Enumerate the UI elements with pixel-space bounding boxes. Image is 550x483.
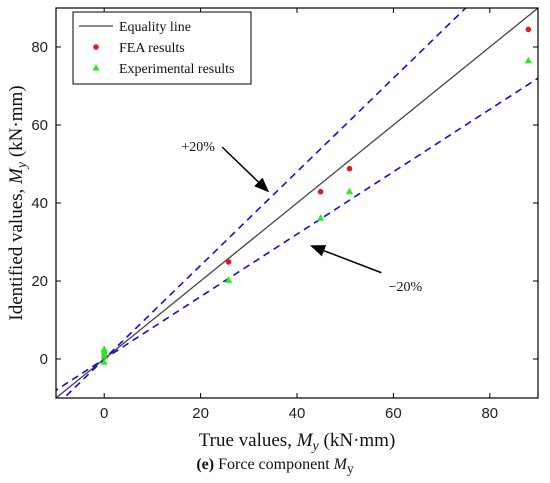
x-tick-label: 80 (481, 405, 498, 422)
legend-triangle-swatch (92, 64, 100, 71)
x-tick-label: 20 (192, 405, 209, 422)
data-points (100, 26, 532, 365)
annotations: +20% −20% (181, 140, 422, 295)
equality-line (56, 8, 538, 398)
caption-var: M (333, 456, 347, 473)
legend-box (72, 11, 252, 85)
legend-label: Equality line (119, 20, 191, 35)
annotation-arrow (221, 146, 270, 193)
x-tick-label: 0 (100, 405, 108, 422)
x-tick-label: 40 (289, 405, 306, 422)
experimental-point (100, 345, 108, 352)
y-tick-label: 20 (31, 273, 48, 290)
fea-point (525, 26, 532, 33)
annotation-label: +20% (181, 140, 215, 155)
bound-line-plus20 (62, 8, 467, 398)
experimental-point (524, 56, 532, 64)
legend-circle-swatch (93, 44, 99, 50)
annotation-arrow (310, 245, 382, 274)
fea-point (317, 188, 324, 195)
experimental-point (224, 276, 233, 283)
caption-letter: (e) (196, 456, 215, 473)
fea-point (225, 259, 232, 265)
axis-ticks: 0 20 40 60 80 0 20 40 60 80 (31, 8, 538, 422)
y-tick-label: 40 (31, 195, 48, 212)
x-tick-label: 60 (385, 405, 402, 422)
experimental-point (100, 351, 108, 359)
y-axis-title: Identified values, My (kN·mm) (6, 85, 30, 320)
legend: Equality line FEA results Experimental res… (72, 11, 252, 85)
bound-line-minus20 (56, 77, 538, 392)
experimental-point (100, 358, 108, 365)
experimental-point (345, 187, 354, 195)
y-tick-label: 60 (31, 117, 48, 134)
figure-caption: (e) Force component My (0, 456, 550, 477)
caption-sub: y (346, 461, 354, 477)
fea-point (346, 165, 353, 172)
legend-label: FEA results (119, 41, 185, 56)
x-axis-title: True values, My (kN·mm) (199, 430, 396, 454)
caption-text: Force component (214, 456, 334, 473)
experimental-point (317, 214, 325, 221)
y-tick-label: 80 (31, 39, 48, 56)
legend-label: Experimental results (119, 62, 234, 77)
annotation-label: −20% (389, 280, 423, 295)
y-tick-label: 0 (40, 351, 48, 368)
reference-lines (56, 8, 538, 398)
